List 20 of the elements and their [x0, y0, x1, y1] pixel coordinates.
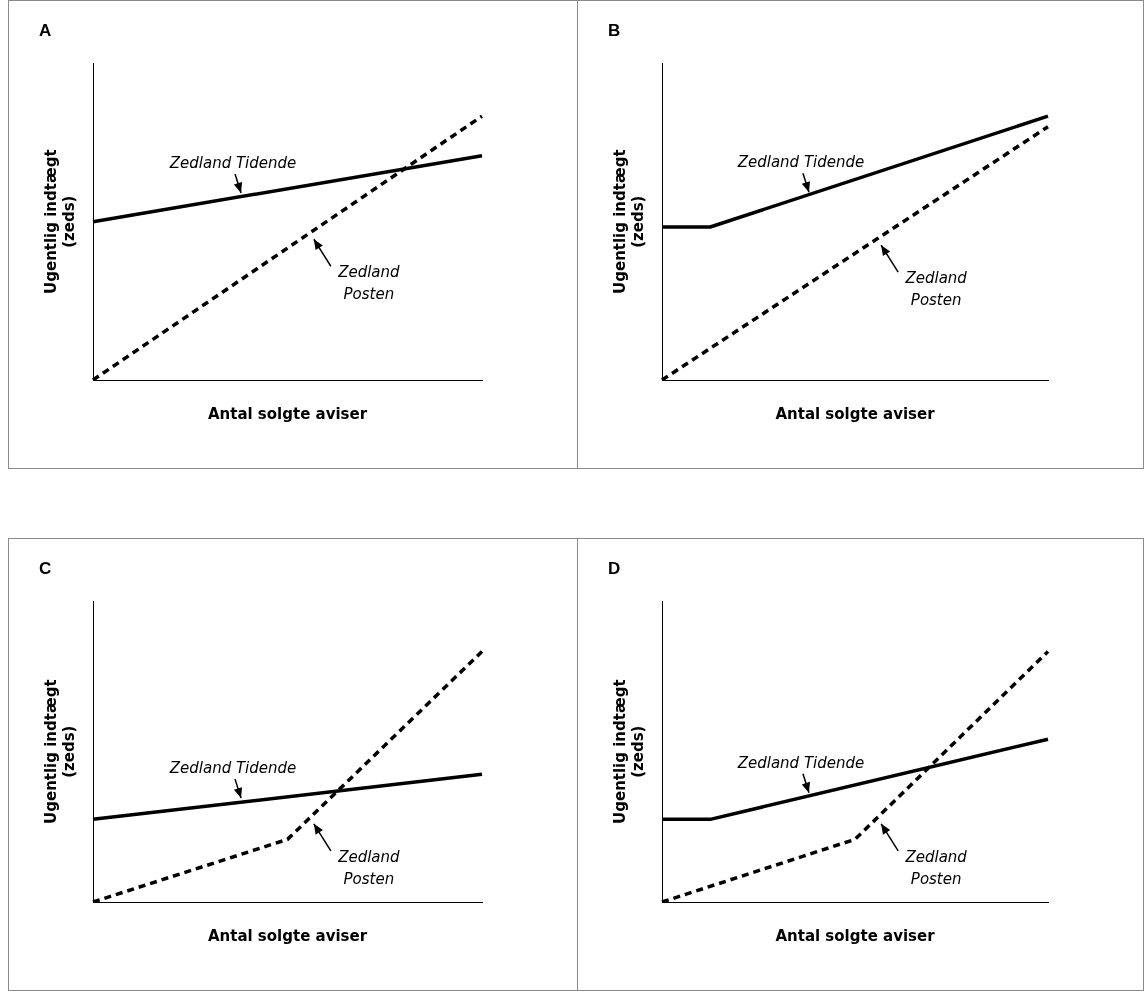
text: Zedland Posten — [904, 269, 968, 310]
chart-title: B — [608, 20, 621, 40]
chart-title: D — [608, 558, 621, 578]
y-axis-title: Ugentlig indtægt (zeds) — [41, 149, 78, 294]
x-axis-title: Antal solgte aviser — [775, 404, 936, 423]
y-axis-title: Ugentlig indtægt (zeds) — [610, 149, 647, 294]
text: Zedland Posten — [337, 847, 401, 888]
x-axis-title: Antal solgte aviser — [775, 926, 936, 945]
y-axis-title: Ugentlig indtægt (zeds) — [610, 679, 647, 824]
y-axis-title: Ugentlig indtægt (zeds) — [41, 679, 78, 824]
chart-title: C — [39, 558, 52, 578]
text: Zedland Posten — [337, 263, 401, 304]
x-axis-title: Antal solgte aviser — [207, 404, 368, 423]
series-label: Zedland Tidende — [736, 753, 865, 772]
series-label: Zedland Tidende — [736, 153, 865, 172]
series-label: Zedland Tidende — [168, 758, 297, 777]
text: Zedland Posten — [904, 847, 968, 888]
chart-title: A — [39, 20, 52, 40]
x-axis-title: Antal solgte aviser — [207, 926, 368, 945]
series-label: Zedland Tidende — [168, 153, 297, 172]
